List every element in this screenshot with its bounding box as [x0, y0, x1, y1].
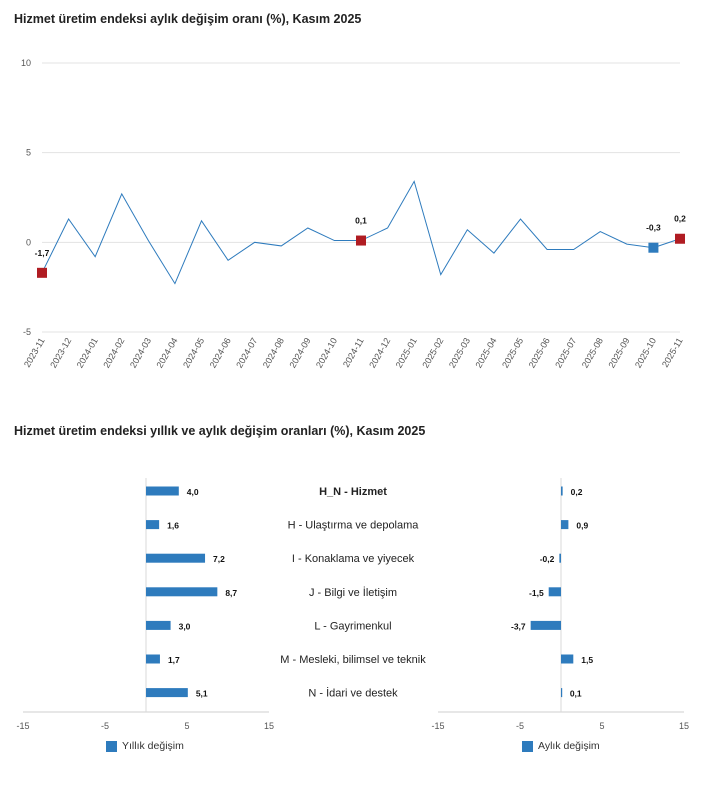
legend-monthly-swatch — [522, 740, 533, 752]
category-label: M - Mesleki, bilimsel ve teknik — [280, 654, 426, 666]
line-chart-title: Hizmet üretim endeksi aylık değişim oran… — [14, 12, 362, 26]
data-label: -0,3 — [646, 223, 661, 233]
annual-data-label: 5,1 — [196, 689, 208, 699]
annual-bar — [146, 553, 206, 563]
y-tick-label: -5 — [23, 327, 31, 337]
annual-data-label: 1,7 — [168, 655, 180, 665]
monthly-bar — [561, 688, 563, 698]
category-label: L - Gayrimenkul — [314, 620, 391, 632]
legend-annual-swatch — [106, 740, 117, 752]
monthly-bar — [548, 587, 561, 597]
x-tick-label: -5 — [516, 721, 524, 731]
monthly-data-label: 1,5 — [581, 655, 593, 665]
annual-bar — [146, 620, 171, 630]
x-tick-label: 15 — [679, 721, 689, 731]
monthly-bar — [561, 486, 563, 496]
legend-annual-label: Yıllık değişim — [122, 740, 184, 752]
monthly-data-label: 0,9 — [576, 521, 588, 531]
annual-data-label: 1,6 — [167, 521, 179, 531]
annual-bar — [146, 486, 179, 496]
monthly-data-label: -1,5 — [529, 588, 544, 598]
data-marker — [675, 233, 685, 244]
data-marker — [356, 235, 366, 246]
x-tick-label: -15 — [16, 721, 29, 731]
category-label: N - İdari ve destek — [308, 687, 398, 700]
category-label: J - Bilgi ve İletişim — [309, 586, 397, 599]
monthly-data-label: 0,1 — [570, 689, 582, 699]
data-marker — [37, 267, 47, 278]
annual-data-label: 3,0 — [179, 621, 191, 631]
y-tick-label: 10 — [21, 58, 31, 68]
annual-data-label: 7,2 — [213, 554, 225, 564]
annual-data-label: 4,0 — [187, 487, 199, 497]
category-label: H_N - Hizmet — [319, 486, 387, 498]
x-tick-label: -15 — [431, 721, 444, 731]
monthly-bar — [530, 620, 561, 630]
x-tick-label: -5 — [101, 721, 109, 731]
monthly-data-label: -0,2 — [540, 554, 555, 564]
annual-bar — [146, 654, 160, 664]
annual-bar — [146, 688, 188, 698]
category-label: H - Ulaştırma ve depolama — [288, 520, 420, 532]
data-label: -1,7 — [35, 248, 50, 258]
monthly-bar — [561, 520, 569, 530]
category-label: I - Konaklama ve yiyecek — [292, 553, 415, 565]
monthly-data-label: -3,7 — [511, 621, 526, 631]
y-tick-label: 0 — [26, 237, 31, 247]
legend-monthly-label: Aylık değişim — [538, 740, 600, 752]
annual-bar — [146, 587, 218, 597]
data-label: 0,1 — [355, 216, 367, 226]
x-tick-label: 5 — [184, 721, 189, 731]
monthly-data-label: 0,2 — [571, 487, 583, 497]
monthly-bar — [561, 654, 574, 664]
x-tick-label: 15 — [264, 721, 274, 731]
data-marker — [648, 242, 659, 253]
annual-data-label: 8,7 — [225, 588, 237, 598]
bar-chart-title: Hizmet üretim endeksi yıllık ve aylık de… — [14, 424, 426, 438]
data-label: 0,2 — [674, 214, 686, 224]
annual-bar — [146, 520, 160, 530]
legend-annual: Yıllık değişim — [106, 740, 184, 752]
y-tick-label: 5 — [26, 148, 31, 158]
x-tick-label: 5 — [599, 721, 604, 731]
legend-monthly: Aylık değişim — [522, 740, 600, 752]
monthly-bar — [559, 553, 561, 563]
